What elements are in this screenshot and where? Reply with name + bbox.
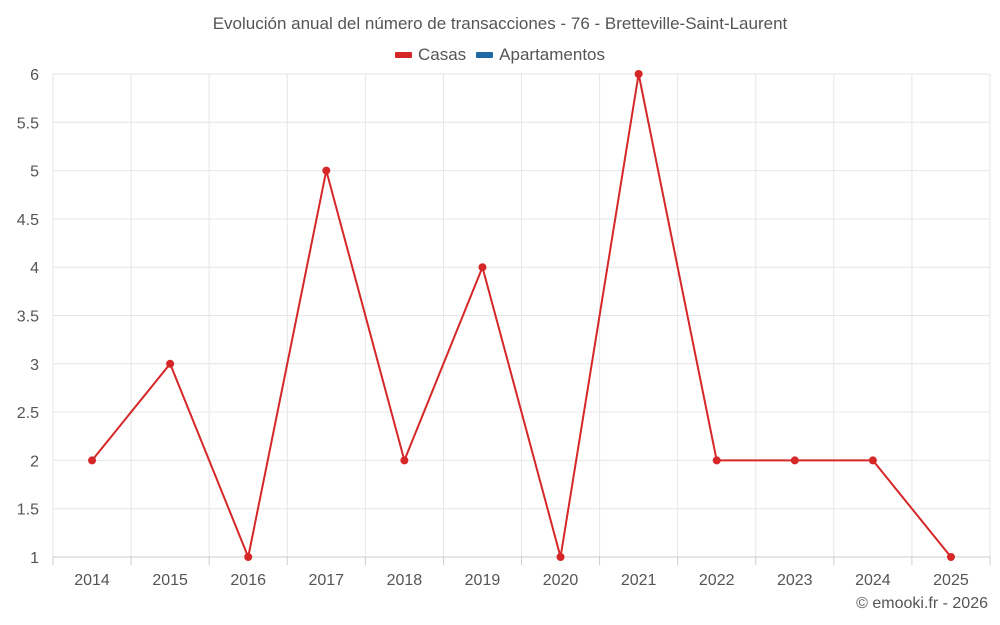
x-tick-label: 2024 [855,572,891,589]
x-tick-label: 2022 [699,572,735,589]
legend-item-apartamentos[interactable]: Apartamentos [476,45,605,65]
data-point-casas [322,166,331,175]
data-point-casas [868,456,877,465]
legend-swatch-apartamentos [476,52,494,58]
x-tick-label: 2018 [387,572,423,589]
data-point-casas [166,359,175,368]
data-point-casas [946,553,955,561]
x-tick-label: 2015 [152,572,188,589]
chart-legend: Casas Apartamentos [0,45,1000,65]
data-point-casas [88,456,97,465]
x-tick-label: 2023 [777,572,813,589]
x-tick-label: 2025 [933,572,969,589]
y-tick-label: 1.5 [17,502,39,519]
chart-title: Evolución anual del número de transaccio… [212,14,788,33]
y-tick-label: 6 [30,67,39,84]
x-tick-label: 2019 [465,572,501,589]
x-tick-label: 2021 [621,572,657,589]
legend-label-apartamentos: Apartamentos [499,45,606,64]
y-tick-label: 1 [30,550,39,567]
data-point-casas [790,456,799,465]
y-tick-label: 2 [30,453,39,470]
data-point-casas [400,456,409,465]
copyright-credit: © emooki.fr - 2026 [856,595,988,612]
legend-swatch-casas [394,52,412,58]
data-point-casas [634,70,643,78]
x-tick-label: 2017 [308,572,344,589]
data-point-casas [478,263,487,272]
data-point-casas [244,553,253,561]
y-tick-label: 4.5 [17,212,39,229]
x-tick-label: 2016 [230,572,266,589]
y-tick-label: 3 [30,357,39,374]
y-tick-label: 3.5 [17,309,39,326]
y-tick-label: 5.5 [17,115,39,132]
legend-label-casas: Casas [417,45,467,64]
series-line-casas [91,73,952,558]
y-tick-label: 5 [30,164,39,181]
data-point-casas [712,456,721,465]
x-tick-label: 2020 [543,572,579,589]
data-point-casas [556,553,565,561]
x-tick-label: 2014 [74,572,110,589]
y-tick-label: 2.5 [17,405,39,422]
legend-item-casas[interactable]: Casas [394,45,467,65]
y-tick-label: 4 [30,260,39,277]
